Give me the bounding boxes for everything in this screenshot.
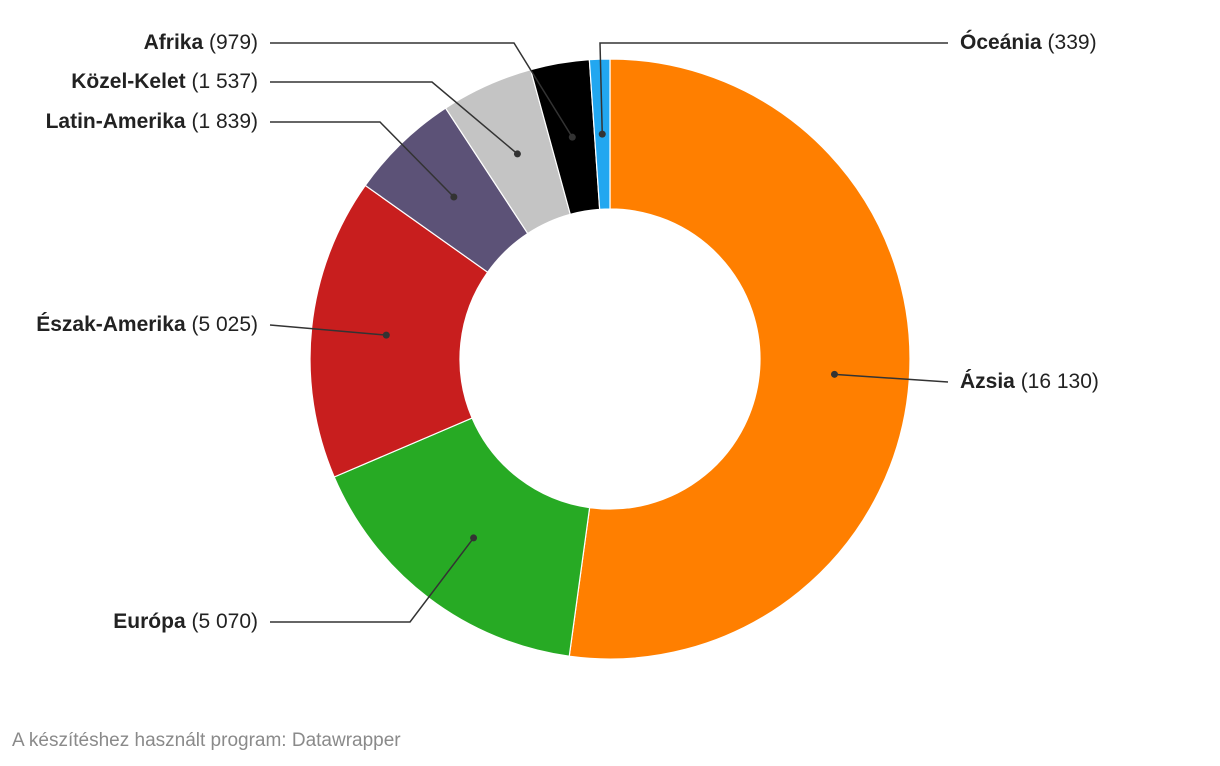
labels-group: Ázsia (16 130) Európa (5 070) Észak-Amerik… [36,30,1099,633]
leader-dot-eszak-amerika [382,331,390,339]
leader-dot-europa [470,534,478,542]
leader-lines-group [269,42,949,623]
label-kozel-kelet: Közel-Kelet (1 537) [71,70,258,93]
leader-line-azsia [834,373,949,383]
label-value-latin-amerika: (1 839) [186,110,258,133]
label-europa: Európa (5 070) [113,610,258,633]
label-value-eszak-amerika: (5 025) [186,313,258,336]
label-oceania: Óceánia (339) [960,30,1097,54]
leader-line-eszak-amerika [269,324,387,336]
label-latin-amerika: Latin-Amerika (1 839) [46,110,258,133]
label-value-azsia: (16 130) [1015,370,1099,393]
label-name-afrika: Afrika [144,31,204,54]
label-name-europa: Európa [113,610,186,633]
leader-dot-kozel-kelet [513,150,521,158]
label-name-oceania: Óceánia [960,30,1042,54]
leader-dot-azsia [830,370,838,378]
slice-europa [333,417,591,657]
label-eszak-amerika: Észak-Amerika (5 025) [36,313,258,336]
leader-line-afrika [270,42,573,138]
leader-line-kozel-kelet [270,81,518,155]
slice-eszak-amerika [309,184,489,478]
footer-credit: A készítéshez használt program: Datawrap… [12,730,401,751]
label-name-azsia: Ázsia [960,370,1015,393]
label-value-europa: (5 070) [186,610,258,633]
label-name-latin-amerika: Latin-Amerika [46,110,186,133]
leader-dot-afrika [568,133,576,141]
slices-group [309,58,911,660]
leader-line-oceania [599,42,948,135]
label-value-afrika: (979) [203,31,258,54]
slice-azsia [568,58,911,660]
leader-dot-oceania [598,130,606,138]
label-afrika: Afrika (979) [144,31,258,54]
label-name-eszak-amerika: Észak-Amerika [36,313,186,336]
leader-dot-latin-amerika [450,193,458,201]
label-azsia: Ázsia (16 130) [960,370,1099,393]
label-value-kozel-kelet: (1 537) [186,70,258,93]
leader-line-latin-amerika [270,121,455,198]
leader-line-europa [270,537,475,623]
label-name-kozel-kelet: Közel-Kelet [71,70,185,93]
label-value-oceania: (339) [1042,31,1097,54]
